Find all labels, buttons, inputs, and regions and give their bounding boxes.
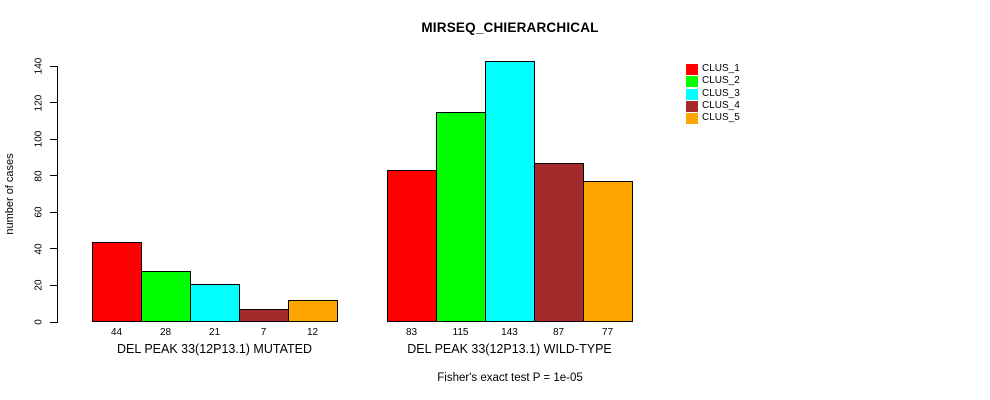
legend-swatch-clus_2 [686,76,698,88]
legend-label-clus_4: CLUS_4 [702,99,740,111]
bar-clus_2 [436,112,486,322]
legend-label-clus_3: CLUS_3 [702,87,740,99]
bar-clus_5 [288,300,338,322]
bar-clus_1 [92,242,142,322]
bar-value-label: 143 [501,327,518,338]
legend-swatch-clus_4 [686,100,698,112]
y-axis-tick [50,211,57,213]
bar-value-label: 7 [260,327,267,338]
y-axis-tick-label: 120 [33,94,45,111]
bar-clus_4 [239,309,289,322]
y-axis-tick [50,175,57,177]
bar-clus_5 [583,181,633,322]
bar-value-label: 28 [159,327,172,338]
legend-label-clus_1: CLUS_1 [702,63,740,74]
y-axis-tick [50,321,57,323]
caption-fishers-test: Fisher's exact test P = 1e-05 [437,372,583,384]
bar-value-label: 44 [110,327,123,338]
bar-clus_2 [141,271,191,322]
y-axis-label: number of cases [4,153,16,235]
group-axis-label: DEL PEAK 33(12P13.1) WILD-TYPE [407,342,612,356]
bar-value-label: 83 [405,327,418,338]
y-axis-tick-label: 80 [33,170,45,182]
bar-clus_3 [190,284,240,322]
bar-value-label: 21 [208,327,221,338]
legend-swatch-clus_3 [686,88,698,100]
legend-swatch-clus_5 [686,113,698,125]
bar-clus_1 [387,170,437,322]
legend-label-clus_2: CLUS_2 [702,75,740,87]
y-axis-tick [50,65,57,67]
legend-label-clus_5: CLUS_5 [702,112,740,124]
y-axis-tick-label: 0 [33,319,45,325]
bar-value-label: 115 [452,327,469,338]
bar-value-label: 77 [601,327,614,338]
y-axis-tick [50,138,57,140]
y-axis-tick-label: 100 [33,130,45,148]
y-axis-tick-label: 40 [33,243,45,255]
bar-value-label: 87 [552,327,565,338]
y-axis-tick [50,248,57,250]
y-axis-line [57,66,58,323]
bar-clus_3 [485,61,535,322]
chart-title: MIRSEQ_CHIERARCHICAL [421,20,599,35]
bar-value-label: 12 [306,327,319,338]
y-axis-tick-label: 140 [33,57,45,75]
legend-swatch-clus_1 [686,64,698,75]
y-axis-tick-label: 60 [33,206,45,218]
y-axis-tick-label: 20 [33,279,45,291]
y-axis-tick [50,284,57,286]
bar-clus_4 [534,163,584,322]
y-axis-tick [50,102,57,104]
group-axis-label: DEL PEAK 33(12P13.1) MUTATED [117,342,312,356]
